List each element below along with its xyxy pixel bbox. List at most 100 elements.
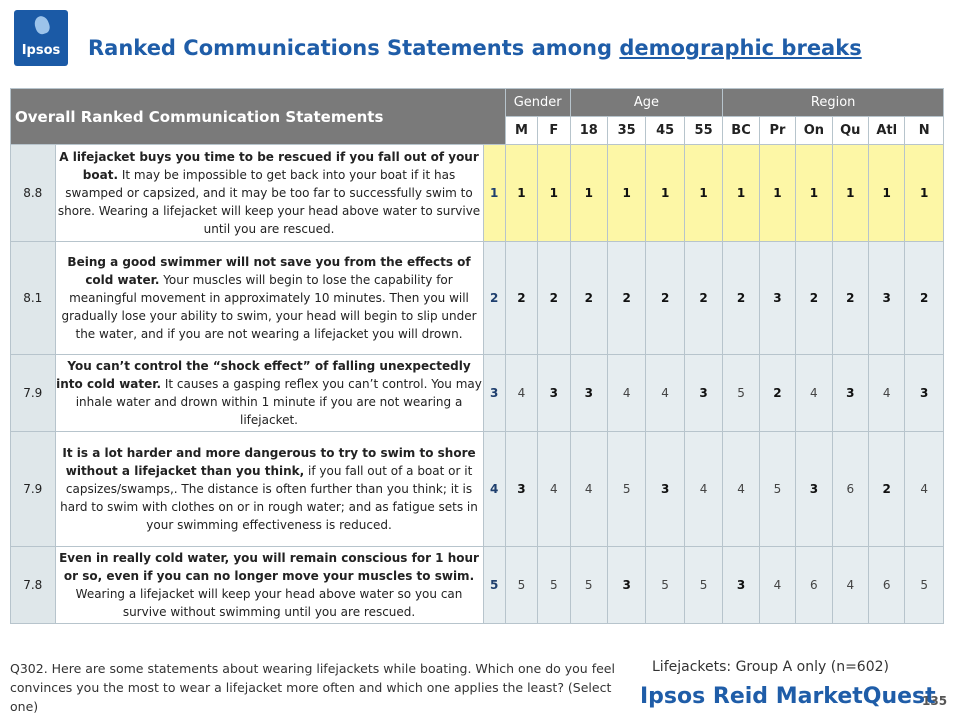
rank-cell: 5 <box>758 431 797 547</box>
group-header-gender: Gender <box>504 88 571 117</box>
rank-cell: 4 <box>831 546 870 624</box>
subheader-cell: F <box>537 116 571 145</box>
rank-cell: 3 <box>645 431 685 547</box>
statement-bold: A lifejacket buys you time to be rescued… <box>59 150 479 182</box>
rank-cell: 2 <box>683 241 724 355</box>
rank-cell: 2 <box>758 354 797 432</box>
table-header-label: Overall Ranked Communication Statements <box>10 88 506 145</box>
rank-cell: 3 <box>569 354 608 432</box>
mean-score: 7.8 <box>10 546 56 624</box>
rank-cell: 5 <box>606 431 647 547</box>
rank-cell: 1 <box>904 144 944 242</box>
ipsos-logo: Ipsos <box>14 10 68 66</box>
rank-cell: 3 <box>867 241 906 355</box>
rank-cell: 5 <box>645 546 685 624</box>
table-row: 7.9 It is a lot harder and more dangerous… <box>10 431 944 547</box>
rank-cell: 1 <box>683 144 724 242</box>
overall-rank: 1 <box>482 144 506 242</box>
rank-cell: 4 <box>645 354 685 432</box>
rank-cell: 2 <box>504 241 539 355</box>
rank-cell: 3 <box>758 241 797 355</box>
rank-cell: 3 <box>904 354 944 432</box>
rank-cell: 1 <box>867 144 906 242</box>
rank-cell: 4 <box>606 354 647 432</box>
statement-rest: Your muscles will begin to lose the capa… <box>61 273 477 341</box>
rank-cell: 2 <box>831 241 870 355</box>
rank-cell: 5 <box>569 546 608 624</box>
rank-cell: 4 <box>537 431 571 547</box>
rank-cell: 1 <box>758 144 797 242</box>
rank-cell: 1 <box>795 144 833 242</box>
subheader-cell: Qu <box>831 116 870 145</box>
statement-rest: It causes a gasping reflex you can’t con… <box>75 377 482 427</box>
group-header-region: Region <box>722 88 944 117</box>
statement-text: A lifejacket buys you time to be rescued… <box>54 144 484 242</box>
rank-cell: 1 <box>722 144 760 242</box>
rank-cell: 3 <box>722 546 760 624</box>
statements-table: Overall Ranked Communication Statements … <box>10 88 944 624</box>
rank-cell: 4 <box>504 354 539 432</box>
rank-cell: 4 <box>683 431 724 547</box>
statement-rest: It may be impossible to get back into yo… <box>57 168 481 236</box>
rank-cell: 2 <box>904 241 944 355</box>
mean-score: 8.8 <box>10 144 56 242</box>
sample-note: Lifejackets: Group A only (n=602) <box>652 659 889 675</box>
question-footnote: Q302. Here are some statements about wea… <box>10 661 615 714</box>
rank-cell: 5 <box>504 546 539 624</box>
rank-cell: 6 <box>795 546 833 624</box>
rank-cell: 1 <box>569 144 608 242</box>
overall-rank: 4 <box>482 431 506 547</box>
rank-cell: 2 <box>537 241 571 355</box>
rank-cell: 2 <box>867 431 906 547</box>
rank-cell: 2 <box>722 241 760 355</box>
statement-rest: if you fall out of a boat or it capsizes… <box>60 464 478 532</box>
rank-cell: 3 <box>795 431 833 547</box>
rank-cell: 4 <box>867 354 906 432</box>
table-row: 7.9 You can’t control the “shock effect” … <box>10 354 944 432</box>
rank-cell: 3 <box>683 354 724 432</box>
statement-rest: Wearing a lifejacket will keep your head… <box>75 587 463 619</box>
rank-cell: 2 <box>569 241 608 355</box>
table-row: 8.8 A lifejacket buys you time to be resc… <box>10 144 944 242</box>
overall-rank: 5 <box>482 546 506 624</box>
rank-cell: 5 <box>722 354 760 432</box>
rank-cell: 2 <box>795 241 833 355</box>
statement-text: Being a good swimmer will not save you f… <box>54 241 484 355</box>
subheader-cell: M <box>504 116 539 145</box>
rank-cell: 2 <box>606 241 647 355</box>
overall-rank: 2 <box>482 241 506 355</box>
mean-score: 7.9 <box>10 431 56 547</box>
statement-bold: You can’t control the “shock effect” of … <box>56 359 471 391</box>
rank-cell: 1 <box>645 144 685 242</box>
rank-cell: 5 <box>683 546 724 624</box>
overall-rank: 3 <box>482 354 506 432</box>
subheader-cell: 45 <box>645 116 685 145</box>
subheader-cell: 18 <box>569 116 608 145</box>
page-title: Ranked Communications Statements among d… <box>88 36 862 60</box>
rank-cell: 4 <box>795 354 833 432</box>
table-row: 8.1 Being a good swimmer will not save yo… <box>10 241 944 355</box>
subheader-cell: BC <box>722 116 760 145</box>
rank-cell: 1 <box>537 144 571 242</box>
rank-cell: 3 <box>831 354 870 432</box>
subheader-cell: N <box>904 116 944 145</box>
mean-score: 8.1 <box>10 241 56 355</box>
title-link[interactable]: demographic breaks <box>619 36 862 60</box>
statement-bold: Being a good swimmer will not save you f… <box>67 255 471 287</box>
rank-cell: 4 <box>722 431 760 547</box>
rank-cell: 6 <box>831 431 870 547</box>
subheader-cell: Pr <box>758 116 797 145</box>
rank-cell: 1 <box>831 144 870 242</box>
subheader-cell: 55 <box>683 116 724 145</box>
subheader-cell: On <box>795 116 833 145</box>
subheader-cell: Atl <box>867 116 906 145</box>
rank-cell: 3 <box>606 546 647 624</box>
rank-cell: 2 <box>645 241 685 355</box>
rank-cell: 3 <box>537 354 571 432</box>
rank-cell: 4 <box>758 546 797 624</box>
rank-cell: 4 <box>904 431 944 547</box>
statement-bold: It is a lot harder and more dangerous to… <box>62 446 476 478</box>
rank-cell: 3 <box>504 431 539 547</box>
rank-cell: 5 <box>904 546 944 624</box>
statement-bold: Even in really cold water, you will rema… <box>59 551 479 583</box>
